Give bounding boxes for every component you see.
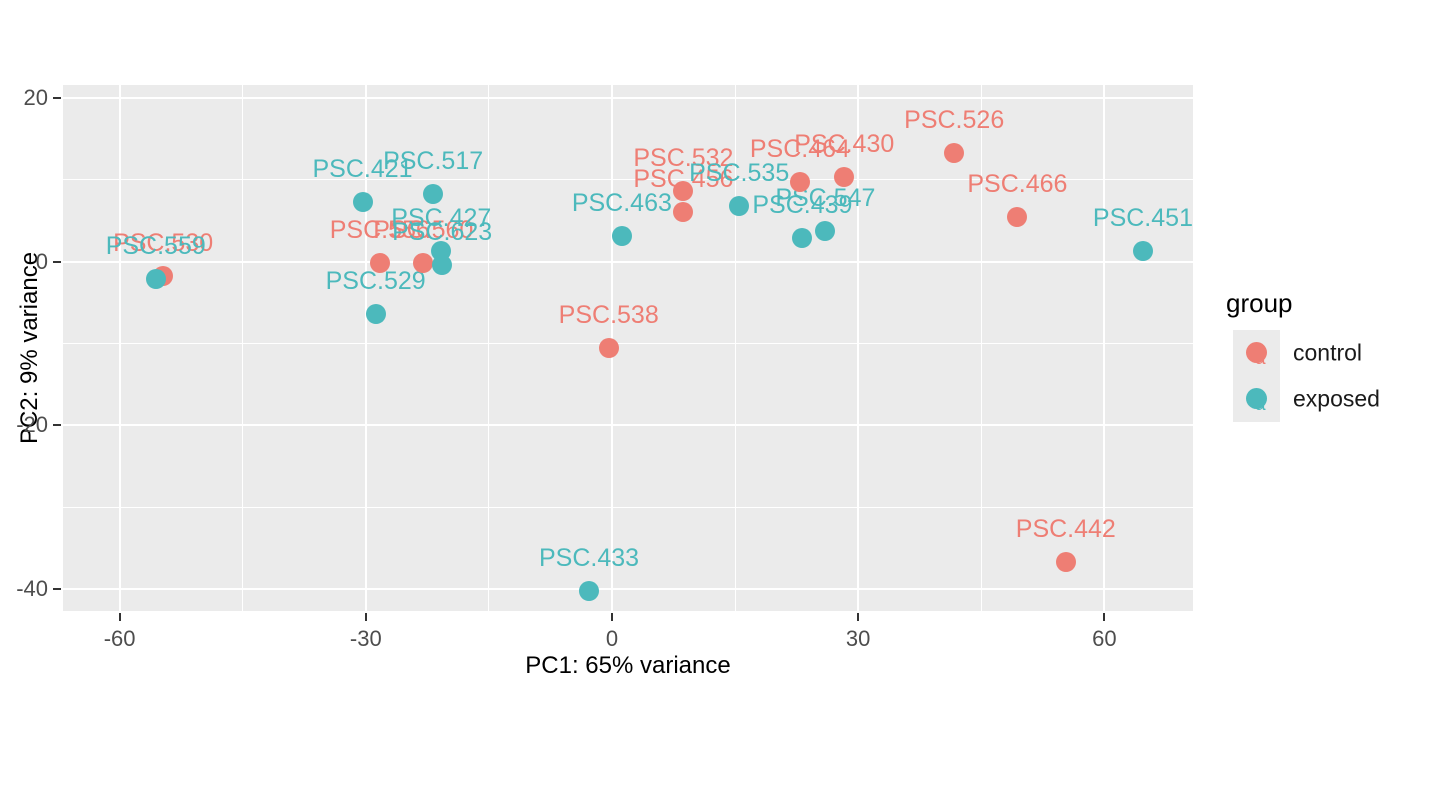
data-point-PSC.560 xyxy=(413,252,434,273)
data-point-label: PSC.466 xyxy=(967,169,1068,198)
data-point-PSC.623 xyxy=(432,254,453,275)
major-gridline-y xyxy=(63,587,1193,590)
x-tick-mark xyxy=(118,613,121,621)
data-point-label: PSC.464 xyxy=(749,134,850,163)
legend-key: a xyxy=(1233,376,1280,422)
data-point-PSC.547 xyxy=(815,221,836,242)
data-point-label: PSC.430 xyxy=(794,130,895,159)
data-point-label: PSC.530 xyxy=(113,228,214,257)
minor-gridline-y xyxy=(63,506,1193,508)
data-point-PSC.529 xyxy=(365,304,386,325)
data-point-label: PSC.451 xyxy=(1092,204,1193,233)
data-point-label: PSC.442 xyxy=(1015,514,1116,543)
data-point-label: PSC.427 xyxy=(391,204,492,233)
y-tick-label: -20 xyxy=(16,412,48,438)
minor-gridline-x xyxy=(488,85,490,611)
major-gridline-x xyxy=(118,85,121,611)
data-point-label: PSC.538 xyxy=(558,300,659,329)
data-point-label: PSC.556 xyxy=(329,216,430,245)
legend-key: a xyxy=(1233,330,1280,376)
legend-item-control: a control xyxy=(1233,330,1423,376)
major-gridline-y xyxy=(63,260,1193,263)
data-point-PSC.464 xyxy=(789,171,810,192)
minor-gridline-x xyxy=(242,85,244,611)
x-tick-mark xyxy=(364,613,367,621)
x-tick-mark xyxy=(610,613,613,621)
y-tick-label: 20 xyxy=(23,85,48,111)
data-point-label: PSC.433 xyxy=(538,544,640,573)
major-gridline-x xyxy=(1103,85,1106,611)
y-tick-mark xyxy=(53,260,61,263)
minor-gridline-y xyxy=(63,343,1193,344)
y-tick-label: -40 xyxy=(16,575,48,601)
data-point-PSC.451 xyxy=(1132,241,1153,262)
legend-key-dot xyxy=(1246,388,1267,409)
y-tick-mark xyxy=(53,97,61,100)
y-tick-label: 0 xyxy=(35,248,48,274)
data-point-label: PSC.463 xyxy=(571,188,672,217)
x-tick-label: 60 xyxy=(1092,626,1117,651)
data-point-label: PSC.547 xyxy=(775,184,876,213)
x-axis-title: PC1: 65% variance xyxy=(525,652,731,679)
major-gridline-x xyxy=(857,85,860,611)
major-gridline-y xyxy=(63,97,1193,100)
data-point-label: PSC.623 xyxy=(392,217,493,246)
minor-gridline-x xyxy=(734,85,736,611)
data-point-PSC.559 xyxy=(145,268,166,289)
x-tick-label: -30 xyxy=(349,626,382,651)
x-tick-mark xyxy=(1103,613,1106,621)
data-point-PSC.456 xyxy=(673,201,694,222)
data-point-PSC.466 xyxy=(1007,206,1028,227)
x-tick-label: 0 xyxy=(605,626,619,651)
data-point-PSC.532 xyxy=(673,181,694,202)
data-point-PSC.442 xyxy=(1055,551,1076,572)
minor-gridline-x xyxy=(980,85,982,611)
legend: group a control a exposed xyxy=(1226,288,1426,428)
data-point-PSC.421 xyxy=(352,191,373,212)
data-point-label: PSC.535 xyxy=(689,159,790,188)
legend-item-label: control xyxy=(1293,339,1363,366)
data-point-PSC.439 xyxy=(792,227,813,248)
data-point-PSC.538 xyxy=(598,337,619,358)
data-point-label: PSC.532 xyxy=(633,144,734,173)
data-point-PSC.526 xyxy=(944,142,965,163)
legend-item-exposed: a exposed xyxy=(1233,376,1423,422)
data-point-PSC.430 xyxy=(834,167,855,188)
data-point-label: PSC.526 xyxy=(904,105,1005,134)
x-tick-label: -60 xyxy=(103,626,136,651)
data-point-label: PSC.560 xyxy=(373,215,474,244)
major-gridline-y xyxy=(63,424,1193,427)
x-tick-label: 30 xyxy=(845,626,871,651)
data-point-PSC.433 xyxy=(579,581,600,602)
data-point-PSC.517 xyxy=(423,183,444,204)
data-point-PSC.463 xyxy=(611,225,632,246)
data-point-PSC.556 xyxy=(369,253,390,274)
legend-title: group xyxy=(1226,288,1293,318)
minor-gridline-y xyxy=(63,179,1193,181)
legend-key-dot xyxy=(1246,342,1267,363)
data-point-label: PSC.559 xyxy=(105,231,206,260)
major-gridline-x xyxy=(364,85,367,611)
y-tick-mark xyxy=(53,424,61,427)
x-tick-mark xyxy=(857,613,860,621)
data-point-PSC.535 xyxy=(729,196,750,217)
data-point-label: PSC.517 xyxy=(383,146,484,175)
plot-panel: PSC.530 PSC.556 PSC.560 PSC.532 PSC.456 PSC.4… xyxy=(63,85,1193,611)
y-tick-mark xyxy=(53,587,61,590)
data-point-label: PSC.421 xyxy=(312,154,413,183)
data-point-label: PSC.439 xyxy=(752,190,853,219)
legend-item-label: exposed xyxy=(1293,385,1380,412)
